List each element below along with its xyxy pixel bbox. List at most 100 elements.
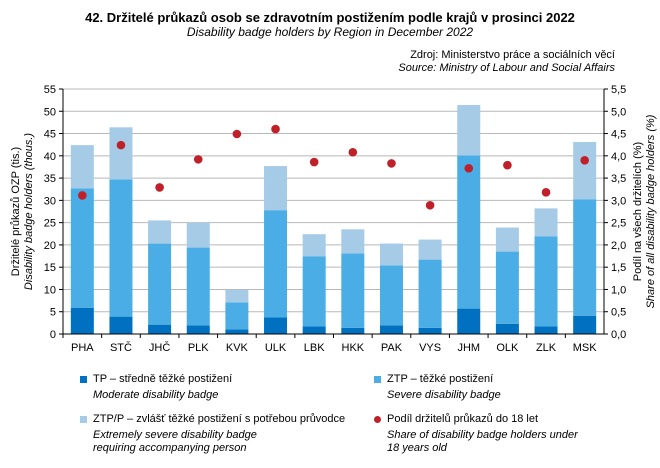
bar-ZLK-s1 xyxy=(534,236,558,327)
legend-label-en: Severe disability badge xyxy=(387,389,501,401)
y-tick-label: 35 xyxy=(44,173,56,185)
legend-label: TP – středně těžké postižení xyxy=(93,373,233,385)
bar-MSK-s0 xyxy=(573,315,597,334)
bar-LBK-s2 xyxy=(302,234,326,257)
y-tick-label: 20 xyxy=(44,240,56,252)
y-tick-label: 40 xyxy=(44,151,56,163)
bar-OLK-s1 xyxy=(495,251,519,324)
y-tick-label: 55 xyxy=(44,84,56,96)
bar-PLK-s1 xyxy=(186,247,210,326)
x-tick-label: VYS xyxy=(419,342,441,354)
bar-PLK-s2 xyxy=(186,222,210,248)
legend-swatch xyxy=(374,376,381,383)
share-point-MSK xyxy=(580,155,589,165)
share-point-PAK xyxy=(387,159,396,168)
x-tick-label: MSK xyxy=(573,342,598,354)
bar-JHČ-s2 xyxy=(148,220,172,244)
bar-ULK-s2 xyxy=(264,166,288,211)
share-point-JHČ xyxy=(155,183,164,192)
y2-tick-label: 4,5 xyxy=(611,129,626,141)
share-point-PLK xyxy=(193,155,203,164)
x-tick-label: HKK xyxy=(342,342,365,354)
bar-KVK-s1 xyxy=(225,302,249,330)
share-point-OLK xyxy=(503,160,512,170)
source-en: Source: Ministry of Labour and Social Af… xyxy=(398,62,615,74)
bar-VYS-s2 xyxy=(418,239,442,260)
bar-JHČ-s0 xyxy=(148,324,172,334)
y2-tick-label: 2,5 xyxy=(611,218,626,230)
share-point-KVK xyxy=(232,129,242,139)
bar-HKK-s0 xyxy=(341,327,365,334)
bar-JHM-s0 xyxy=(457,308,481,334)
bar-ZLK-s0 xyxy=(534,326,558,334)
legend-swatch xyxy=(374,416,381,423)
legend-swatch xyxy=(80,376,87,383)
legend-label: Podíl držitelů průkazů do 18 let xyxy=(387,413,539,425)
bar-ULK-s1 xyxy=(264,210,288,318)
bar-KVK-s0 xyxy=(225,329,249,334)
bar-STČ-s2 xyxy=(109,127,133,180)
bar-LBK-s1 xyxy=(302,256,326,327)
x-tick-label: PAK xyxy=(381,342,403,354)
bar-LBK-s0 xyxy=(302,326,326,334)
x-tick-label: OLK xyxy=(496,342,519,354)
legend-label-en: Moderate disability badge xyxy=(93,389,219,401)
x-tick-label: ZLK xyxy=(536,342,557,354)
y-axis-label: Držitelé průkazů OZP (tis.) xyxy=(10,147,22,276)
bar-PLK-s0 xyxy=(186,325,210,334)
x-tick-label: ULK xyxy=(265,342,287,354)
y2-axis-label-en: Share of all disability badge holders (%… xyxy=(645,114,657,308)
share-point-PHA xyxy=(78,191,87,200)
bar-PAK-s1 xyxy=(379,265,403,326)
legend-label-en: Share of disability badge holders under … xyxy=(387,429,578,454)
x-tick-label: JHČ xyxy=(149,341,170,354)
bar-VYS-s1 xyxy=(418,259,442,328)
bar-VYS-s0 xyxy=(418,327,442,334)
y-tick-label: 25 xyxy=(44,218,56,230)
legend-label: ZTP/P – zvlášť těžké postižení s potřebo… xyxy=(93,413,346,425)
bar-MSK-s2 xyxy=(573,142,597,200)
y-tick-label: 50 xyxy=(44,106,56,118)
bar-OLK-s2 xyxy=(495,227,519,252)
y-tick-label: 0 xyxy=(50,329,56,341)
y-tick-label: 15 xyxy=(44,262,56,274)
y2-axis-label: Podíl na všech držitelích (%) xyxy=(632,142,644,281)
x-tick-label: PLK xyxy=(188,342,209,354)
y2-tick-label: 1,5 xyxy=(611,262,626,274)
y2-tick-label: 5,0 xyxy=(611,106,626,118)
bar-KVK-s2 xyxy=(225,289,249,303)
y2-tick-label: 3,0 xyxy=(611,195,626,207)
y-axis-label-en: Disability badge holders (thous.) xyxy=(23,133,35,290)
y-tick-label: 10 xyxy=(44,284,56,296)
y2-tick-label: 3,5 xyxy=(611,173,626,185)
chart-title: 42. Držitelé průkazů osob se zdravotním … xyxy=(85,10,575,25)
legend-label-en: Extremely severe disability badge requir… xyxy=(93,429,257,454)
share-point-STČ xyxy=(116,140,126,150)
bar-ULK-s0 xyxy=(264,317,288,334)
bar-PHA-s1 xyxy=(70,188,94,308)
bar-JHM-s2 xyxy=(457,105,481,156)
bar-JHM-s1 xyxy=(457,155,481,309)
share-point-ZLK xyxy=(541,188,551,197)
y2-tick-label: 0,5 xyxy=(611,307,626,319)
share-point-VYS xyxy=(425,200,435,210)
share-point-LBK xyxy=(309,157,319,167)
y-tick-label: 30 xyxy=(44,195,56,207)
bar-HKK-s2 xyxy=(341,229,365,254)
source-cz: Zdroj: Ministerstvo práce a sociálních v… xyxy=(410,49,615,61)
y2-tick-label: 1,0 xyxy=(611,284,626,296)
y-tick-label: 5 xyxy=(50,307,56,319)
legend-label: ZTP – těžké postižení xyxy=(387,373,494,385)
share-point-ULK xyxy=(271,124,280,134)
bar-PAK-s0 xyxy=(379,325,403,334)
bar-STČ-s0 xyxy=(109,316,133,334)
x-tick-label: LBK xyxy=(304,342,325,354)
bar-MSK-s1 xyxy=(573,199,597,316)
bar-ZLK-s2 xyxy=(534,208,558,237)
x-tick-label: KVK xyxy=(226,342,249,354)
bar-OLK-s0 xyxy=(495,323,519,334)
bar-PAK-s2 xyxy=(379,243,403,266)
share-point-HKK xyxy=(348,147,358,157)
